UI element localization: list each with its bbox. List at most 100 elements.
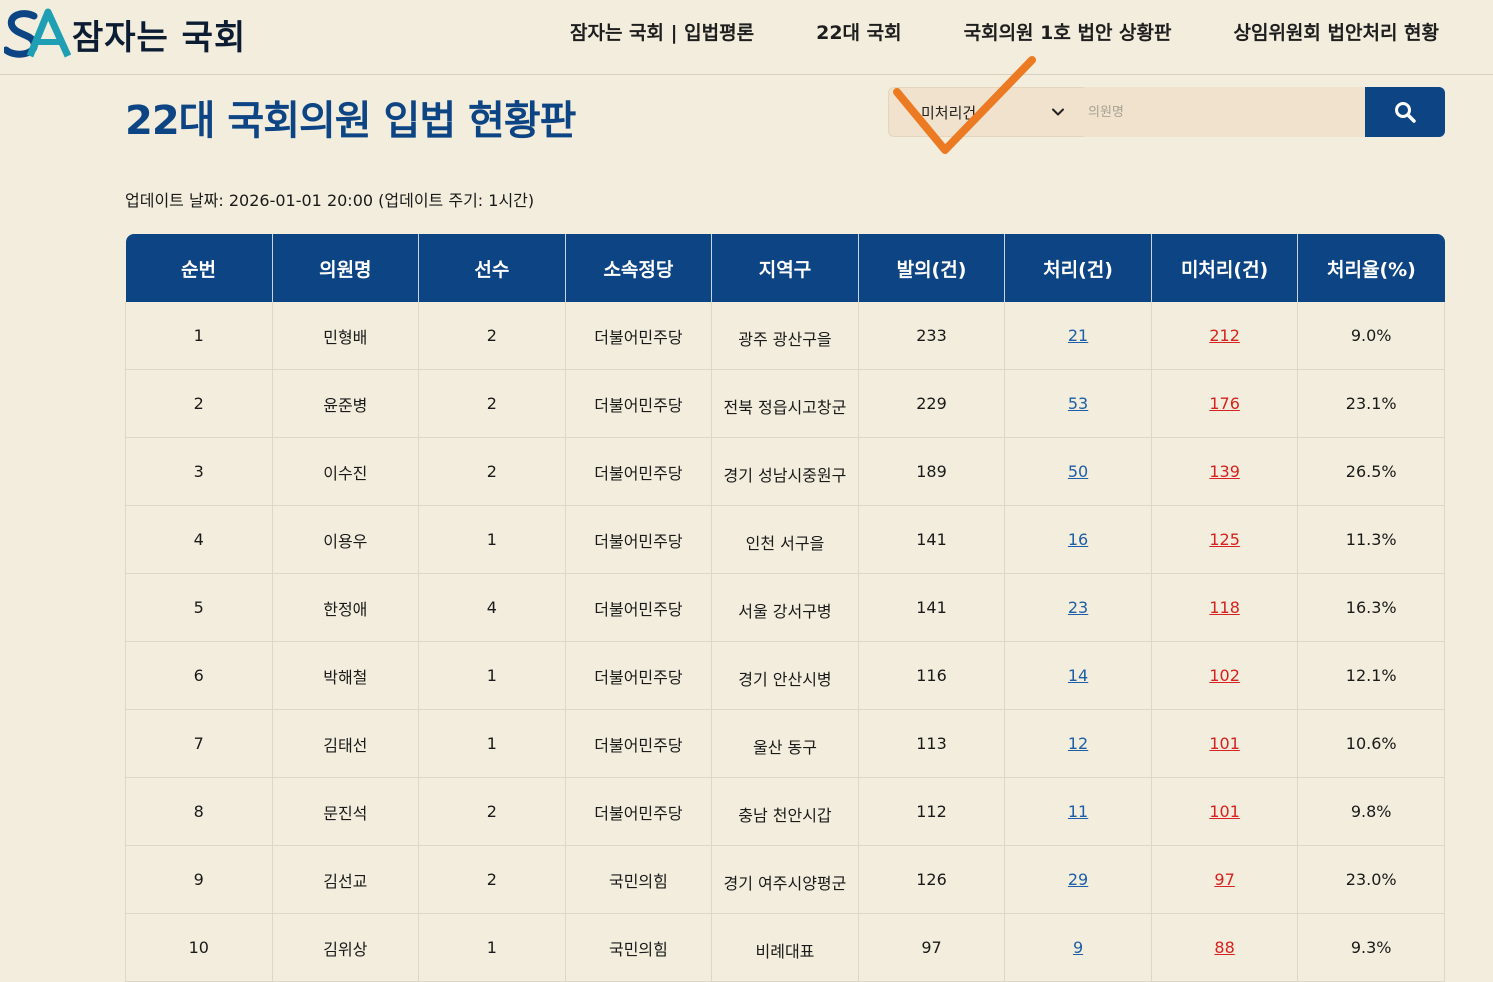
cell-pending-link[interactable]: 101: [1209, 802, 1240, 821]
header-proposed[interactable]: 발의(건): [858, 234, 1006, 302]
nav-item-first-bill-board[interactable]: 국회의원 1호 법안 상황판: [963, 22, 1172, 44]
cell-processed-link[interactable]: 53: [1067, 394, 1089, 413]
cell-rate: 23.0%: [1297, 845, 1445, 914]
header-pending[interactable]: 미처리(건): [1151, 234, 1299, 302]
cell-district: 광주 광산구을: [711, 302, 859, 370]
cell-proposed: 116: [858, 641, 1006, 710]
cell-member-name: 김선교: [272, 845, 420, 914]
cell-terms: 2: [418, 437, 566, 506]
cell-rate: 9.3%: [1297, 913, 1445, 982]
cell-no: 4: [125, 505, 273, 574]
table-row: 9 김선교 2 국민의힘 경기 여주시양평군 126 29 97 23.0%: [125, 845, 1445, 914]
cell-processed: 14: [1004, 641, 1152, 710]
cell-rate: 12.1%: [1297, 641, 1445, 710]
cell-pending-link[interactable]: 88: [1214, 938, 1235, 957]
main-nav: 잠자는 국회 | 입법평론 22대 국회 국회의원 1호 법안 상황판 상임위원…: [570, 18, 1439, 45]
cell-member-name: 김태선: [272, 709, 420, 778]
cell-member-name: 김위상: [272, 913, 420, 982]
cell-terms: 1: [418, 913, 566, 982]
table-body: 1 민형배 2 더불어민주당 광주 광산구을 233 21 212 9.0% 2 윤준병 2 더불어민주…: [125, 302, 1445, 982]
cell-district: 비례대표: [711, 913, 859, 982]
cell-processed: 23: [1004, 573, 1152, 642]
search-bar: 미처리건: [888, 87, 1445, 137]
logo-text: 잠자는 국회: [72, 17, 247, 58]
nav-item-legislative-review[interactable]: 잠자는 국회 | 입법평론: [570, 22, 755, 44]
site-logo[interactable]: 잠자는 국회: [2, 6, 247, 62]
cell-proposed: 233: [858, 302, 1006, 370]
cell-processed: 53: [1004, 369, 1152, 438]
update-timestamp: 업데이트 날짜: 2026-01-01 20:00 (업데이트 주기: 1시간): [125, 191, 535, 210]
legislation-table-container: 순번 의원명 선수 소속정당 지역구 발의(건) 처리(건) 미처리(건) 처리…: [125, 234, 1445, 982]
header-rate[interactable]: 처리율(%): [1297, 234, 1445, 302]
cell-processed-link[interactable]: 23: [1067, 598, 1089, 617]
cell-pending: 176: [1151, 369, 1299, 438]
cell-member-name: 박해철: [272, 641, 420, 710]
cell-pending-link[interactable]: 118: [1209, 598, 1240, 617]
cell-no: 7: [125, 709, 273, 778]
filter-select[interactable]: 미처리건: [888, 87, 1084, 137]
cell-terms: 2: [418, 369, 566, 438]
cell-no: 2: [125, 369, 273, 438]
cell-pending-link[interactable]: 176: [1209, 394, 1240, 413]
cell-terms: 2: [418, 302, 566, 370]
cell-no: 3: [125, 437, 273, 506]
cell-no: 10: [125, 913, 273, 982]
cell-rate: 9.8%: [1297, 777, 1445, 846]
cell-member-name: 한정애: [272, 573, 420, 642]
cell-processed-link[interactable]: 9: [1072, 938, 1084, 957]
cell-processed: 11: [1004, 777, 1152, 846]
cell-processed-link[interactable]: 12: [1067, 734, 1089, 753]
cell-rate: 11.3%: [1297, 505, 1445, 574]
cell-rate: 9.0%: [1297, 302, 1445, 370]
cell-rate: 16.3%: [1297, 573, 1445, 642]
cell-party: 더불어민주당: [565, 437, 713, 506]
header-district[interactable]: 지역구: [711, 234, 859, 302]
cell-pending-link[interactable]: 139: [1209, 462, 1240, 481]
cell-processed-link[interactable]: 11: [1067, 802, 1089, 821]
member-name-search-input[interactable]: [1084, 87, 1365, 137]
cell-rate: 23.1%: [1297, 369, 1445, 438]
cell-party: 더불어민주당: [565, 505, 713, 574]
cell-district: 전북 정읍시고창군: [711, 369, 859, 438]
cell-processed: 12: [1004, 709, 1152, 778]
cell-pending-link[interactable]: 125: [1209, 530, 1240, 549]
cell-pending-link[interactable]: 102: [1209, 666, 1240, 685]
cell-no: 1: [125, 302, 273, 370]
nav-item-22nd-assembly[interactable]: 22대 국회: [816, 22, 902, 44]
cell-party: 더불어민주당: [565, 369, 713, 438]
cell-rate: 26.5%: [1297, 437, 1445, 506]
cell-terms: 1: [418, 505, 566, 574]
cell-processed-link[interactable]: 29: [1067, 870, 1089, 889]
cell-district: 경기 성남시중원구: [711, 437, 859, 506]
table-row: 7 김태선 1 더불어민주당 울산 동구 113 12 101 10.6%: [125, 709, 1445, 778]
cell-pending-link[interactable]: 97: [1214, 870, 1235, 889]
cell-pending-link[interactable]: 212: [1209, 326, 1240, 345]
filter-select-value: 미처리건: [921, 103, 977, 122]
cell-party: 더불어민주당: [565, 709, 713, 778]
search-button[interactable]: [1365, 87, 1445, 137]
cell-party: 더불어민주당: [565, 302, 713, 370]
cell-pending: 139: [1151, 437, 1299, 506]
cell-processed: 16: [1004, 505, 1152, 574]
table-row: 1 민형배 2 더불어민주당 광주 광산구을 233 21 212 9.0%: [125, 302, 1445, 370]
header-terms[interactable]: 선수: [418, 234, 566, 302]
cell-pending-link[interactable]: 101: [1209, 734, 1240, 753]
cell-processed-link[interactable]: 21: [1067, 326, 1089, 345]
table-row: 3 이수진 2 더불어민주당 경기 성남시중원구 189 50 139 26.5%: [125, 437, 1445, 506]
header-processed[interactable]: 처리(건): [1004, 234, 1152, 302]
header-no[interactable]: 순번: [125, 234, 273, 302]
table-row: 10 김위상 1 국민의힘 비례대표 97 9 88 9.3%: [125, 913, 1445, 982]
header-name[interactable]: 의원명: [272, 234, 420, 302]
cell-processed-link[interactable]: 50: [1067, 462, 1089, 481]
cell-terms: 1: [418, 641, 566, 710]
cell-proposed: 141: [858, 573, 1006, 642]
table-row: 6 박해철 1 더불어민주당 경기 안산시병 116 14 102 12.1%: [125, 641, 1445, 710]
header-party[interactable]: 소속정당: [565, 234, 713, 302]
legislation-table: 순번 의원명 선수 소속정당 지역구 발의(건) 처리(건) 미처리(건) 처리…: [125, 234, 1445, 982]
cell-processed-link[interactable]: 16: [1067, 530, 1089, 549]
cell-no: 5: [125, 573, 273, 642]
chevron-down-icon: [1052, 108, 1064, 116]
cell-party: 국민의힘: [565, 845, 713, 914]
nav-item-committee-status[interactable]: 상임위원회 법안처리 현황: [1233, 22, 1439, 44]
cell-processed-link[interactable]: 14: [1067, 666, 1089, 685]
